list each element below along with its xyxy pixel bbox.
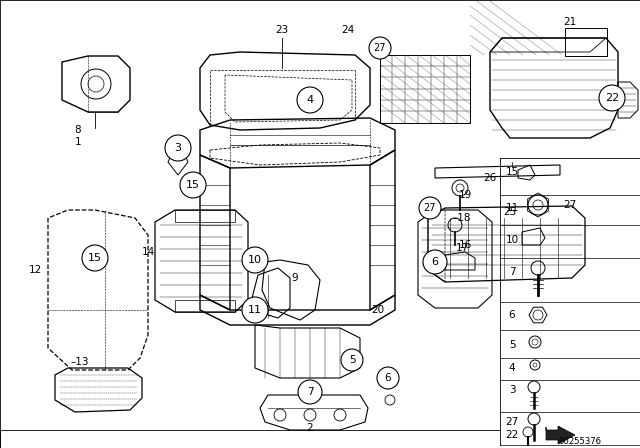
Text: 9: 9 — [292, 273, 298, 283]
Text: 26: 26 — [483, 173, 497, 183]
Text: 6: 6 — [509, 310, 515, 320]
Text: 25: 25 — [504, 207, 516, 217]
Text: 4: 4 — [509, 363, 515, 373]
Text: 11: 11 — [506, 203, 518, 213]
Text: 27: 27 — [563, 200, 577, 210]
Text: –18: –18 — [452, 213, 471, 223]
Text: 24: 24 — [341, 25, 355, 35]
Text: –13: –13 — [71, 357, 89, 367]
Circle shape — [82, 245, 108, 271]
Text: 00255376: 00255376 — [559, 436, 602, 445]
Text: 11: 11 — [248, 305, 262, 315]
Bar — [565, 28, 607, 56]
Text: 16: 16 — [458, 240, 472, 250]
Polygon shape — [546, 426, 575, 444]
Text: 27: 27 — [424, 203, 436, 213]
Text: 15: 15 — [186, 180, 200, 190]
Text: 27: 27 — [506, 417, 518, 427]
Text: 10: 10 — [248, 255, 262, 265]
Text: 22: 22 — [605, 93, 619, 103]
Text: 21: 21 — [563, 17, 577, 27]
Circle shape — [341, 349, 363, 371]
Circle shape — [242, 297, 268, 323]
Circle shape — [599, 85, 625, 111]
Circle shape — [419, 197, 441, 219]
Circle shape — [180, 172, 206, 198]
Text: 22: 22 — [506, 430, 518, 440]
Circle shape — [423, 250, 447, 274]
Text: 23: 23 — [275, 25, 289, 35]
Text: 5: 5 — [509, 340, 515, 350]
Text: 6: 6 — [385, 373, 391, 383]
Text: 27: 27 — [374, 43, 387, 53]
Circle shape — [298, 380, 322, 404]
Circle shape — [369, 37, 391, 59]
Text: 6: 6 — [431, 257, 438, 267]
Circle shape — [297, 87, 323, 113]
Text: 20: 20 — [371, 305, 385, 315]
Text: 8: 8 — [75, 125, 81, 135]
Text: 4: 4 — [307, 95, 314, 105]
Text: 1: 1 — [75, 137, 81, 147]
Text: 7: 7 — [509, 267, 515, 277]
Bar — [380, 55, 470, 123]
Circle shape — [242, 247, 268, 273]
Text: 15: 15 — [506, 167, 518, 177]
Circle shape — [165, 135, 191, 161]
Text: 5: 5 — [349, 355, 355, 365]
Text: 2: 2 — [307, 423, 314, 433]
Text: 17: 17 — [456, 243, 468, 253]
Text: 12: 12 — [28, 265, 42, 275]
Text: 3: 3 — [509, 385, 515, 395]
Text: 14: 14 — [141, 247, 155, 257]
Circle shape — [377, 367, 399, 389]
Text: 10: 10 — [506, 235, 518, 245]
Text: 3: 3 — [175, 143, 182, 153]
Text: 15: 15 — [88, 253, 102, 263]
Text: 19: 19 — [458, 190, 472, 200]
Text: 7: 7 — [307, 387, 314, 397]
